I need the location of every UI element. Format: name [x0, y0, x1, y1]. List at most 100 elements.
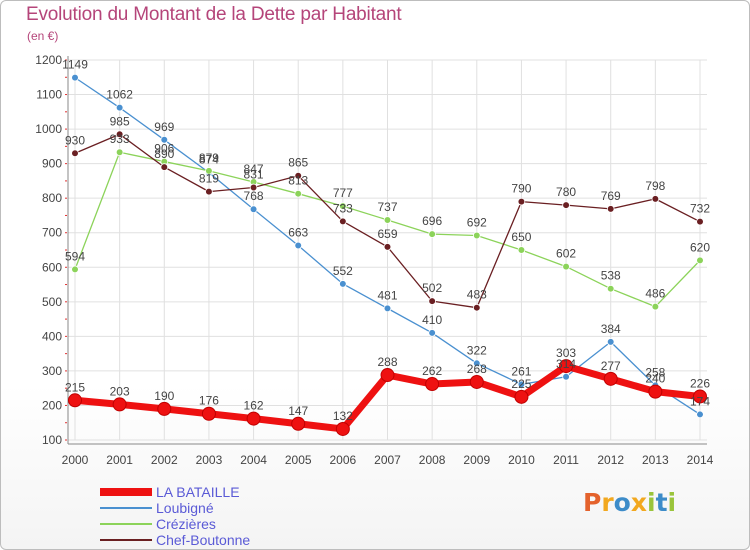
data-point: [606, 205, 615, 213]
proxiti-logo: Proxiti: [583, 488, 676, 517]
data-label: 933: [110, 132, 130, 146]
x-tick-label: 2012: [597, 453, 624, 467]
logo-letter: r: [601, 488, 614, 517]
x-tick-label: 2001: [106, 453, 133, 467]
data-label: 322: [467, 343, 487, 357]
data-point: [696, 256, 704, 265]
data-label: 602: [556, 247, 576, 261]
y-tick-label: 1200: [35, 53, 62, 67]
data-label: 303: [556, 346, 576, 360]
x-tick-label: 2000: [62, 453, 89, 467]
data-label: 847: [244, 162, 264, 176]
data-point: [339, 217, 347, 226]
y-tick-label: 800: [42, 191, 62, 205]
logo-letter: x: [630, 488, 647, 517]
x-tick-label: 2005: [285, 453, 312, 467]
chart-title: Evolution du Montant de la Dette par Hab…: [26, 4, 402, 25]
data-label: 819: [199, 172, 219, 186]
data-point: [428, 230, 436, 238]
data-point: [562, 372, 570, 381]
data-point: [606, 338, 615, 346]
data-label: 261: [511, 364, 531, 378]
data-point: [68, 393, 82, 408]
data-point: [428, 297, 436, 305]
x-tick-label: 2014: [687, 453, 714, 467]
x-tick-label: 2007: [374, 453, 401, 467]
data-point: [201, 406, 216, 421]
data-label: 162: [244, 399, 264, 413]
data-label: 798: [645, 179, 665, 193]
data-label: 879: [199, 151, 219, 165]
data-label: 481: [377, 288, 397, 302]
data-point: [294, 189, 303, 198]
data-label: 552: [333, 264, 353, 278]
data-label: 620: [690, 240, 710, 254]
legend-swatch: [100, 523, 152, 525]
data-point: [562, 201, 570, 209]
data-point: [651, 302, 660, 311]
data-point: [115, 103, 124, 112]
data-label: 1149: [62, 58, 88, 72]
data-label: 777: [333, 186, 353, 200]
y-tick-label: 600: [42, 260, 62, 274]
data-point: [651, 195, 660, 203]
data-point: [112, 397, 127, 412]
data-label: 147: [288, 404, 308, 418]
data-point: [115, 130, 124, 139]
data-point: [115, 148, 124, 157]
data-point: [246, 411, 261, 426]
data-label: 225: [511, 377, 531, 391]
x-tick-label: 2002: [151, 453, 178, 467]
data-label: 906: [154, 142, 174, 156]
data-point: [383, 243, 392, 251]
x-tick-label: 2013: [642, 453, 669, 467]
x-tick-label: 2003: [196, 453, 223, 467]
legend-label: LA BATAILLE: [156, 484, 240, 500]
logo-letter: t: [655, 488, 668, 517]
data-label: 890: [154, 147, 174, 161]
legend-label: Crézières: [156, 516, 216, 532]
data-point: [157, 401, 172, 416]
data-point: [472, 231, 481, 240]
y-tick-label: 700: [42, 226, 62, 240]
data-label: 384: [601, 322, 621, 336]
data-label: 268: [467, 362, 487, 376]
data-label: 314: [556, 357, 576, 371]
x-tick-label: 2011: [553, 453, 579, 467]
data-point: [335, 421, 350, 436]
data-label: 663: [288, 226, 308, 240]
data-label: 486: [645, 287, 665, 301]
data-label: 780: [556, 185, 576, 199]
data-label: 692: [467, 215, 487, 229]
data-point: [160, 136, 169, 144]
logo-letter: i: [667, 488, 677, 517]
data-label: 650: [511, 230, 531, 244]
legend-swatch: [100, 539, 152, 541]
data-point: [71, 73, 79, 82]
data-point: [205, 167, 213, 175]
data-label: 969: [154, 120, 174, 134]
y-tick-label: 1000: [35, 122, 62, 136]
data-point: [383, 304, 392, 313]
legend-swatch: [100, 488, 152, 496]
legend-label: Chef-Boutonne: [156, 532, 251, 548]
data-label: 865: [288, 156, 308, 170]
data-point: [205, 187, 213, 196]
data-label: 288: [377, 355, 397, 369]
data-label: 203: [110, 384, 130, 398]
data-label: 226: [690, 376, 710, 390]
data-point: [294, 171, 303, 180]
data-point: [294, 241, 303, 250]
data-point: [517, 380, 526, 389]
logo-letter: i: [647, 488, 656, 517]
data-label: 132: [333, 409, 353, 423]
data-point: [517, 246, 526, 254]
data-point: [472, 359, 481, 368]
data-point: [160, 163, 169, 171]
legend-label: Loubigné: [156, 500, 214, 516]
data-label: 733: [333, 201, 353, 215]
data-point: [339, 280, 347, 288]
data-label: 483: [467, 288, 487, 302]
data-label: 262: [422, 364, 442, 378]
